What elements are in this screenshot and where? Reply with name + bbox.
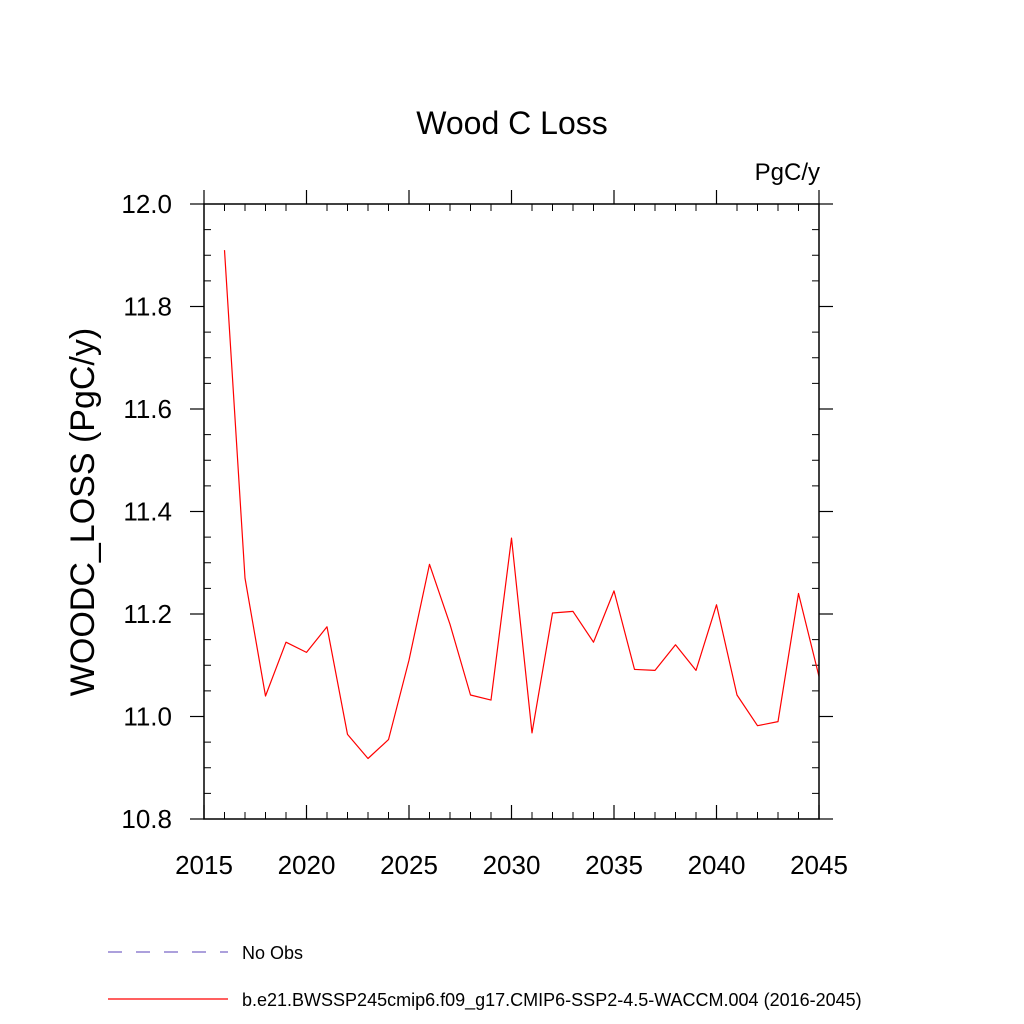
data-point — [346, 732, 350, 736]
units-label: PgC/y — [755, 159, 820, 186]
data-point — [284, 640, 288, 644]
data-point — [592, 640, 596, 644]
y-tick-label: 11.0 — [123, 702, 172, 732]
data-point — [510, 536, 514, 540]
data-point — [387, 738, 391, 742]
data-point — [366, 757, 370, 761]
series-line — [223, 250, 820, 760]
x-tick-label: 2040 — [688, 850, 746, 880]
data-point — [653, 668, 657, 672]
y-tick-label: 10.8 — [121, 804, 172, 834]
x-tick-label: 2015 — [175, 850, 233, 880]
y-tick-label: 12.0 — [121, 189, 172, 219]
x-tick-label: 2045 — [790, 850, 848, 880]
chart-title: Wood C Loss — [416, 105, 608, 141]
data-point — [571, 609, 575, 613]
data-point — [756, 724, 760, 728]
data-layer — [223, 248, 820, 761]
axis-ticks: 2015 2020 2025 2030 2035 2040 2045 10.8 11.0 11.2… — [121, 189, 848, 880]
data-point — [735, 693, 739, 697]
data-point — [530, 731, 534, 735]
data-point — [715, 603, 719, 607]
x-tick-label: 2020 — [278, 850, 336, 880]
x-tick-label: 2025 — [380, 850, 438, 880]
data-point — [612, 589, 616, 593]
data-point — [264, 694, 268, 698]
data-point — [243, 576, 247, 580]
data-point — [448, 622, 452, 626]
data-point — [223, 248, 227, 252]
plot-frame — [203, 203, 820, 820]
data-point — [428, 562, 432, 566]
y-tick-label: 11.8 — [123, 292, 172, 322]
legend-label: b.e21.BWSSP245cmip6.f09_g17.CMIP6-SSP2-4… — [242, 990, 862, 1011]
data-point — [407, 658, 411, 662]
y-axis-label: WOODC_LOSS (PgC/y) — [64, 328, 102, 696]
data-point — [694, 668, 698, 672]
legend-label: No Obs — [242, 943, 303, 963]
x-tick-label: 2030 — [483, 850, 541, 880]
data-point — [776, 720, 780, 724]
data-point — [551, 611, 555, 615]
data-point — [797, 592, 801, 596]
data-point — [469, 693, 473, 697]
y-tick-label: 11.2 — [123, 599, 172, 629]
y-tick-label: 11.6 — [123, 394, 172, 424]
y-tick-label: 11.4 — [123, 497, 172, 527]
data-point — [305, 650, 309, 654]
legend: No Obs b.e21.BWSSP245cmip6.f09_g17.CMIP6-… — [108, 943, 862, 1011]
data-point — [489, 698, 493, 702]
data-point — [325, 625, 329, 629]
data-point — [633, 667, 637, 671]
data-point — [674, 643, 678, 647]
x-tick-label: 2035 — [585, 850, 643, 880]
